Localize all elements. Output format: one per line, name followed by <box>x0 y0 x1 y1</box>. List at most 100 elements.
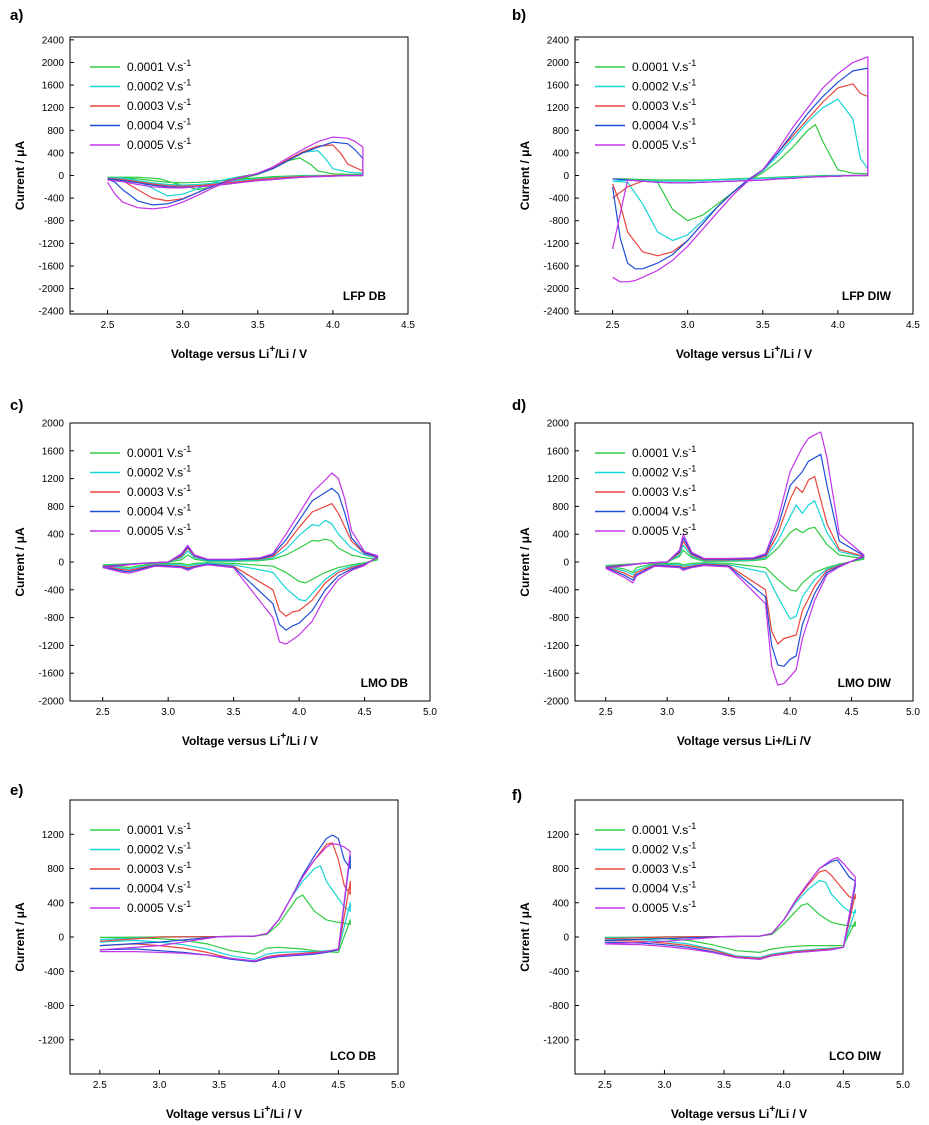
chart-panel-1: a) -2400 -2000 -1600 -1200 -800 -400 0 400 800 120… <box>10 7 415 361</box>
x-tick-label: 2.5 <box>93 1080 107 1091</box>
series-line-5 <box>612 56 869 283</box>
legend-entry: 0.0005 V.s-1 <box>632 522 696 538</box>
x-tick-label: 3.0 <box>681 320 695 331</box>
x-tick-label: 4.5 <box>331 1080 345 1091</box>
y-tick-label: 1200 <box>547 103 570 114</box>
legend-entry: 0.0005 V.s-1 <box>632 899 696 915</box>
x-axis-title: Voltage versus Li+/Li / V <box>171 344 307 361</box>
legend-entry: 0.0004 V.s-1 <box>127 503 191 519</box>
x-axis-title: Voltage versus Li+/Li / V <box>671 1104 807 1121</box>
y-tick-label: 800 <box>47 126 64 137</box>
x-tick-label: 5.0 <box>423 707 437 718</box>
y-tick-label: -400 <box>44 585 64 596</box>
y-tick-label: 2000 <box>42 58 65 69</box>
series-line-3 <box>107 144 364 202</box>
x-tick-label: 2.5 <box>606 320 620 331</box>
y-axis-title: Current / μA <box>13 527 27 597</box>
legend-entry: 0.0001 V.s-1 <box>127 821 191 837</box>
legend-entry: 0.0001 V.s-1 <box>632 821 696 837</box>
y-tick-label: -1200 <box>38 239 64 250</box>
y-tick-label: -1200 <box>543 1035 569 1046</box>
legend-entry: 0.0001 V.s-1 <box>127 444 191 460</box>
panel-label: LFP DIW <box>842 289 892 303</box>
y-tick-label: 2000 <box>547 58 570 69</box>
panel-label: LMO DIW <box>838 676 892 690</box>
chart-panel-5: e) -1200 -800 -400 0 400 800 1200 2.5 3.0 3.5 4.0 4.… <box>10 782 405 1121</box>
legend-entry: 0.0003 V.s-1 <box>127 860 191 876</box>
x-tick-label: 5.0 <box>896 1080 910 1091</box>
y-tick-label: 400 <box>552 148 569 159</box>
series-line-5 <box>605 431 865 686</box>
legend-entry: 0.0003 V.s-1 <box>632 97 696 113</box>
y-tick-label: -800 <box>44 1001 64 1012</box>
y-tick-label: 0 <box>563 933 569 944</box>
x-tick-label: 3.5 <box>756 320 770 331</box>
x-axis-title: Voltage versus Li+/Li / V <box>182 731 318 748</box>
x-tick-label: 3.0 <box>176 320 190 331</box>
y-tick-label: -1200 <box>543 239 569 250</box>
panel-letter: d) <box>512 397 526 414</box>
plot-frame <box>574 422 914 702</box>
panel-label: LCO DB <box>330 1049 376 1063</box>
y-tick-label: -2000 <box>38 697 64 708</box>
y-tick-label: -800 <box>44 613 64 624</box>
y-tick-label: -1600 <box>543 669 569 680</box>
legend-entry: 0.0005 V.s-1 <box>632 136 696 152</box>
x-tick-label: 2.5 <box>96 707 110 718</box>
series-line-2 <box>107 150 364 197</box>
y-tick-label: -1600 <box>38 669 64 680</box>
y-tick-label: -1200 <box>38 1035 64 1046</box>
legend-entry: 0.0003 V.s-1 <box>127 483 191 499</box>
y-tick-label: 400 <box>552 530 569 541</box>
series-line-5 <box>99 843 351 962</box>
y-tick-label: -2400 <box>543 307 569 318</box>
x-axis-title: Voltage versus Li+/Li /V <box>677 734 811 748</box>
x-tick-label: 2.5 <box>101 320 115 331</box>
y-tick-label: 0 <box>563 171 569 182</box>
y-tick-label: 2400 <box>42 35 65 46</box>
panel-letter: f) <box>512 787 522 804</box>
legend-entry: 0.0002 V.s-1 <box>632 78 696 94</box>
y-tick-label: -800 <box>549 216 569 227</box>
chart-panel-3: c) -2000 -1600 -1200 -800 -400 0 400 800 1200 1600… <box>10 397 437 748</box>
y-tick-label: 1200 <box>42 103 65 114</box>
x-tick-label: 3.0 <box>658 1080 672 1091</box>
y-tick-label: -1600 <box>543 261 569 272</box>
x-tick-label: 4.5 <box>836 1080 850 1091</box>
panel-letter: c) <box>10 397 23 414</box>
series-line-1 <box>99 894 351 955</box>
y-tick-label: 1200 <box>42 474 65 485</box>
y-tick-label: 0 <box>563 558 569 569</box>
chart-panel-2: b) -2400 -2000 -1600 -1200 -800 -400 0 400 800 120… <box>512 7 920 361</box>
legend-entry: 0.0004 V.s-1 <box>127 117 191 133</box>
y-tick-label: 400 <box>552 898 569 909</box>
x-tick-label: 4.0 <box>777 1080 791 1091</box>
y-tick-label: 0 <box>58 558 64 569</box>
y-tick-label: 2400 <box>547 35 570 46</box>
y-tick-label: -1200 <box>38 641 64 652</box>
x-tick-label: 3.0 <box>660 707 674 718</box>
y-tick-label: 800 <box>552 864 569 875</box>
x-tick-label: 2.5 <box>599 707 613 718</box>
legend-entry: 0.0003 V.s-1 <box>632 860 696 876</box>
y-axis-title: Current / μA <box>518 902 532 972</box>
y-tick-label: 1600 <box>547 81 570 92</box>
y-tick-label: -400 <box>44 194 64 205</box>
x-tick-label: 3.0 <box>153 1080 167 1091</box>
y-tick-label: -1200 <box>543 641 569 652</box>
x-tick-label: 4.0 <box>783 707 797 718</box>
y-tick-label: 1600 <box>547 446 570 457</box>
legend-entry: 0.0003 V.s-1 <box>632 483 696 499</box>
x-tick-label: 3.5 <box>722 707 736 718</box>
y-axis-title: Current / μA <box>518 141 532 211</box>
chart-panel-6: f) -1200 -800 -400 0 400 800 1200 2.5 3.0 3.5 4.0 4.… <box>512 787 910 1121</box>
y-tick-label: 400 <box>47 898 64 909</box>
x-tick-label: 4.0 <box>831 320 845 331</box>
y-tick-label: 400 <box>47 148 64 159</box>
x-tick-label: 4.0 <box>326 320 340 331</box>
legend-entry: 0.0002 V.s-1 <box>127 464 191 480</box>
legend-entry: 0.0001 V.s-1 <box>632 58 696 74</box>
y-tick-label: 800 <box>552 502 569 513</box>
legend-entry: 0.0004 V.s-1 <box>632 880 696 896</box>
